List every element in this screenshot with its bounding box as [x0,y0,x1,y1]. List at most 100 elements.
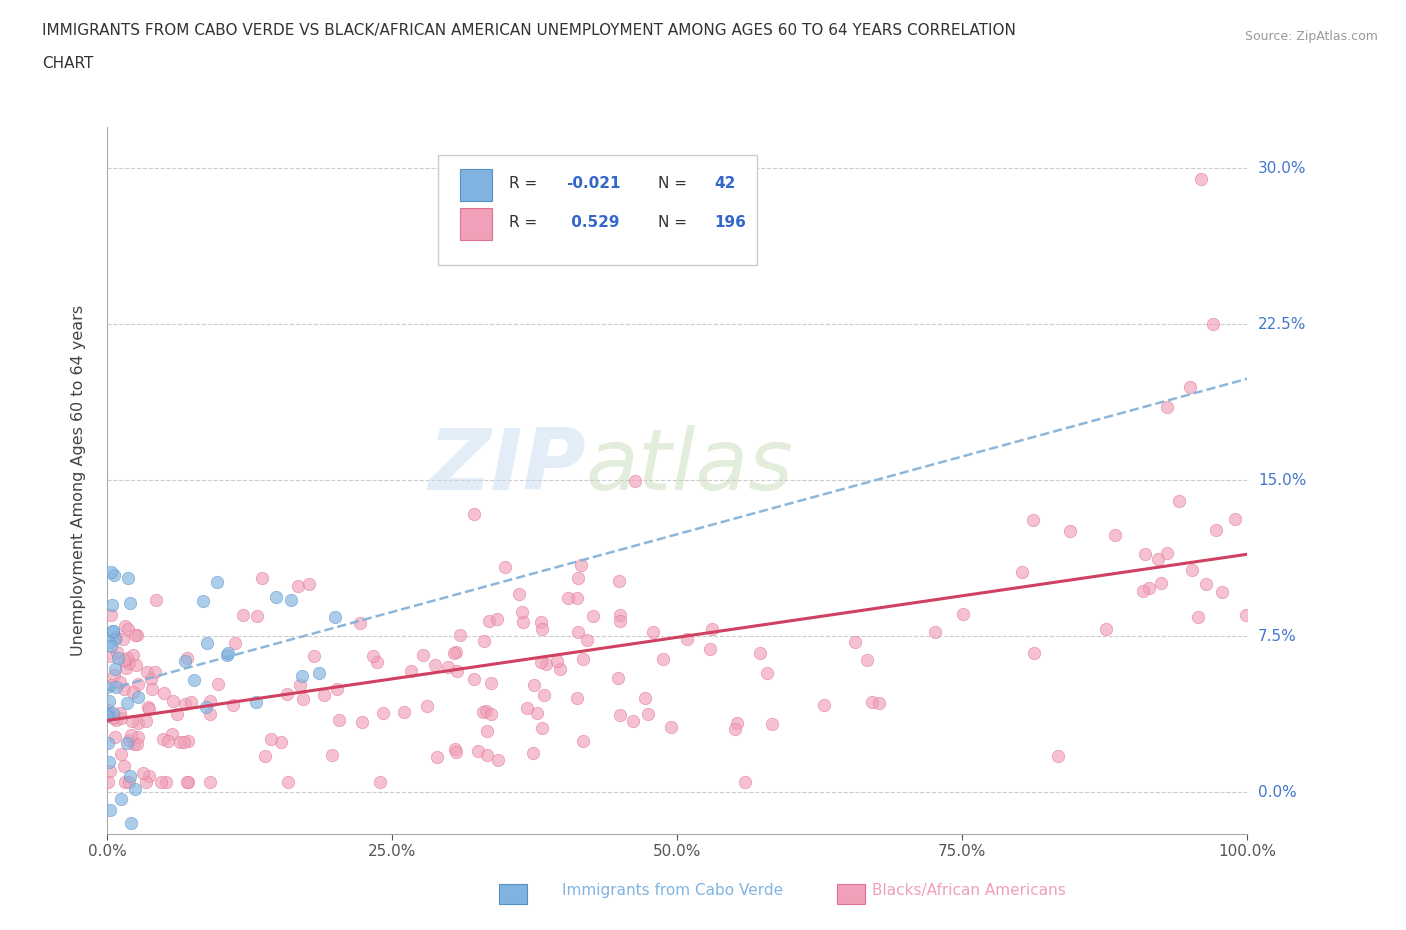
Point [150,775,173,790]
Point [292,692,315,707]
Point [145,592,167,607]
Point [100,565,122,580]
Point [1137,580,1160,595]
Point [176,775,198,790]
Point [152,685,174,700]
Point [224,635,246,650]
Point [623,473,645,488]
Point [177,775,200,790]
Point [1202,317,1225,332]
Point [166,707,188,722]
Point [312,687,335,702]
Point [1195,577,1218,591]
Point [530,615,553,630]
Point [571,652,593,667]
Point [105,644,128,659]
Point [98,693,121,708]
Point [100,607,122,622]
Point [100,678,122,693]
Point [98,635,121,650]
Point [633,691,655,706]
Point [115,696,138,711]
Point [659,720,682,735]
Point [122,737,145,751]
Point [253,748,276,763]
Point [105,630,128,644]
Point [195,699,218,714]
Point [104,712,127,727]
Point [844,634,866,649]
Point [96,680,118,695]
Point [1132,583,1154,598]
Point [582,609,605,624]
Point [103,668,125,683]
Point [565,591,588,605]
Text: R =: R = [509,176,537,191]
Point [1147,551,1170,566]
Point [868,696,890,711]
Point [444,745,467,760]
Point [155,775,177,790]
Point [1022,513,1045,528]
Point [569,557,592,572]
Point [368,775,391,790]
Point [104,729,127,744]
Point [567,625,589,640]
Point [96,706,118,721]
Point [117,656,139,671]
Point [97,755,120,770]
Point [609,614,631,629]
Point [125,628,148,643]
Point [103,567,125,582]
Point [287,578,309,593]
Point [641,625,664,640]
Point [1181,563,1204,578]
Point [472,705,495,720]
Point [724,722,747,737]
Point [727,716,749,731]
Text: N =: N = [658,215,686,230]
FancyBboxPatch shape [437,155,756,264]
Point [349,616,371,631]
Point [117,622,139,637]
Point [467,744,489,759]
Point [607,671,630,685]
Point [118,775,141,790]
Point [621,713,644,728]
Point [124,628,146,643]
Text: 15.0%: 15.0% [1258,472,1306,487]
Point [107,651,129,666]
Point [110,792,132,807]
Point [215,648,238,663]
Point [700,621,723,636]
Point [1156,400,1178,415]
Point [512,615,534,630]
Point [548,661,571,676]
Point [477,724,499,738]
Point [217,645,239,660]
Point [1095,621,1118,636]
Point [443,645,465,660]
Point [952,607,974,622]
Point [252,571,274,586]
Point [125,737,148,751]
Point [479,676,502,691]
Point [114,618,136,633]
Point [472,633,495,648]
Point [135,714,157,729]
Point [127,690,149,705]
Text: IMMIGRANTS FROM CABO VERDE VS BLACK/AFRICAN AMERICAN UNEMPLOYMENT AMONG AGES 60 : IMMIGRANTS FROM CABO VERDE VS BLACK/AFRI… [42,23,1017,38]
Point [103,623,125,638]
Point [449,627,471,642]
Bar [460,208,492,240]
Point [463,671,485,686]
Point [522,745,544,760]
Point [546,654,568,669]
Point [423,658,446,672]
Point [463,507,485,522]
Point [298,577,321,591]
Point [110,711,132,725]
Point [1104,527,1126,542]
Point [139,671,162,686]
Point [699,641,721,656]
